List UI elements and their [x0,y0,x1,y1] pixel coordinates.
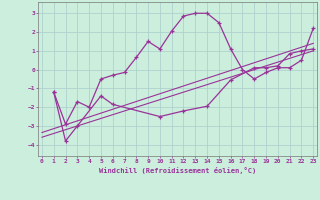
X-axis label: Windchill (Refroidissement éolien,°C): Windchill (Refroidissement éolien,°C) [99,167,256,174]
